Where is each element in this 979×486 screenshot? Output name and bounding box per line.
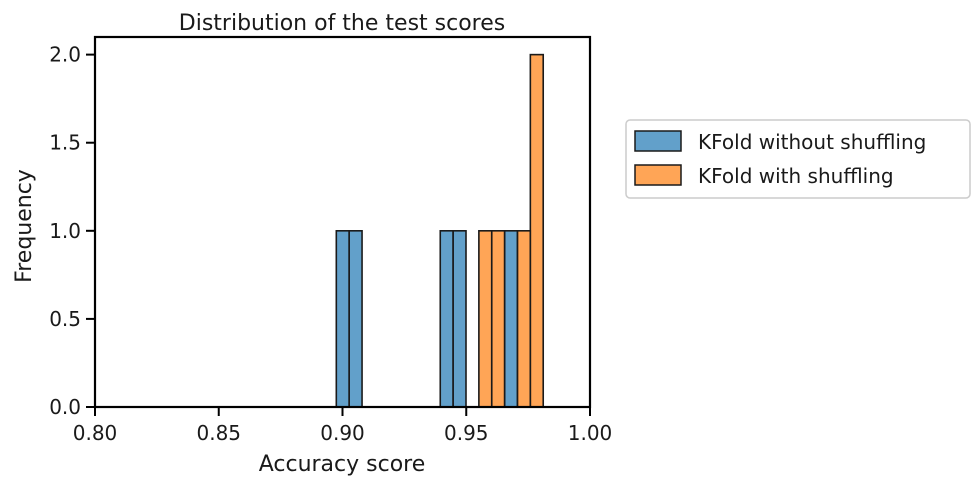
bar-series1-1 [490, 230, 506, 408]
bar-series0-4 [503, 230, 519, 408]
x-tick-label-0: 0.80 [73, 421, 118, 445]
y-tick-label-2: 1.0 [49, 219, 81, 243]
legend: KFold without shuffling KFold with shuff… [625, 119, 971, 199]
bar-series1-2 [516, 230, 532, 408]
bar-series0-0 [335, 230, 350, 408]
bar-series0-3 [452, 230, 467, 408]
y-tick-label-3: 1.5 [49, 131, 81, 155]
plot-frame [93, 35, 592, 409]
y-tick-labels: 0.0 0.5 1.0 1.5 2.0 [49, 43, 81, 419]
x-tick-labels: 0.80 0.85 0.90 0.95 1.00 [73, 421, 613, 445]
bar-series1-3 [529, 53, 545, 408]
legend-label-without-shuffling: KFold without shuffling [698, 130, 926, 154]
x-tick-label-4: 1.00 [568, 421, 613, 445]
y-tick-label-1: 0.5 [49, 307, 81, 331]
legend-label-with-shuffling: KFold with shuffling [698, 164, 894, 188]
x-tick-label-1: 0.85 [196, 421, 241, 445]
y-axis-label: Frequency [12, 169, 37, 283]
y-tick-label-0: 0.0 [49, 395, 81, 419]
histogram-bars [335, 53, 545, 408]
legend-box [625, 119, 971, 199]
legend-swatch-without-shuffling [634, 130, 682, 152]
bar-series1-0 [478, 230, 493, 408]
chart-title: Distribution of the test scores [179, 11, 505, 36]
x-tick-label-3: 0.95 [444, 421, 489, 445]
x-axis-label: Accuracy score [259, 452, 426, 477]
x-tick-label-2: 0.90 [320, 421, 365, 445]
bar-series0-2 [439, 230, 454, 408]
axis-ticks [86, 53, 591, 416]
legend-swatch-with-shuffling [634, 164, 682, 186]
y-tick-label-4: 2.0 [49, 43, 81, 67]
bar-series0-1 [348, 230, 363, 408]
